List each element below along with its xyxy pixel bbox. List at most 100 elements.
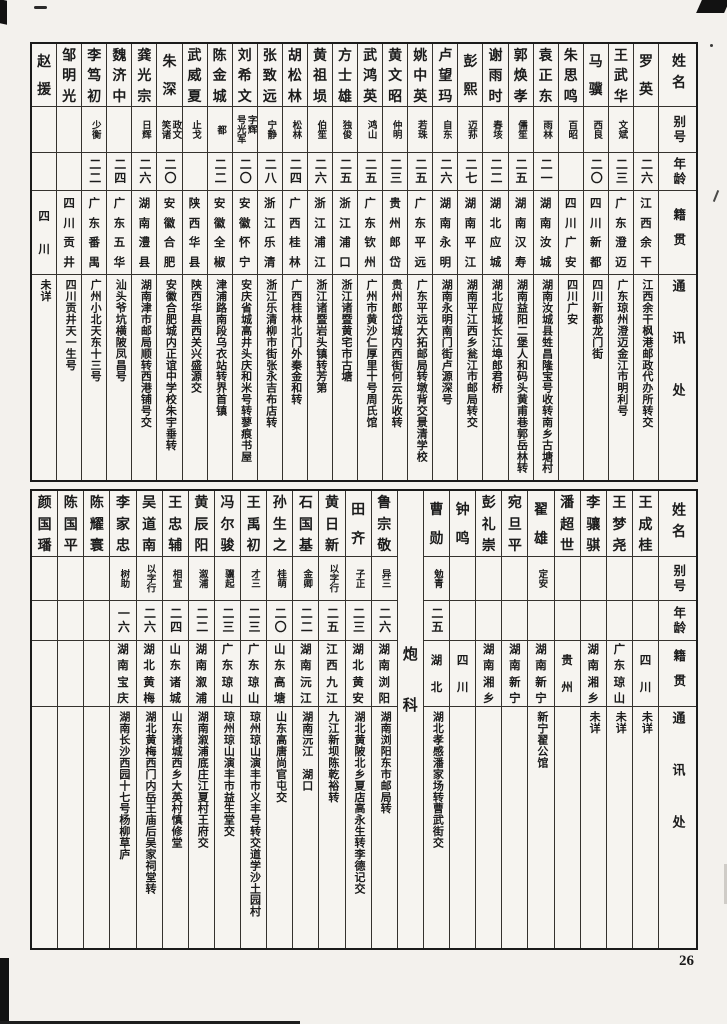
person-native-place-char: 寿	[514, 257, 527, 270]
person-alias-cell	[58, 557, 84, 601]
person-native-place-char: 四	[639, 655, 652, 667]
person-native-place: 湖南湘乡	[581, 641, 606, 706]
person-address: 湖南溆浦底庄江夏村王府交	[196, 711, 209, 849]
person-age: 二六	[438, 158, 453, 185]
column-header-alias: 别号	[671, 563, 686, 594]
person-native-place: 安徽全椒	[208, 191, 232, 274]
person-native-place: 安徽合肥	[157, 191, 181, 274]
person-address: 新宁翟公馆	[535, 711, 548, 769]
person-name-char: 之	[272, 538, 287, 554]
person-native-place: 湖南溆浦	[189, 641, 214, 706]
person-native-place-char: 江	[339, 217, 351, 230]
person-name-char: 骐	[586, 538, 601, 554]
person-native-place-cell: 四川	[632, 641, 658, 707]
person-alias-cell	[450, 557, 476, 601]
person-address: 湖南浏阳东市邮局转	[379, 711, 392, 814]
person-address-cell: 湖北黄陂北乡夏店高永生转李德记交	[346, 707, 371, 948]
person-address-cell: 湖北黄梅西门内岳王庙后吴家祠堂转	[137, 707, 162, 948]
person-native-place-cell: 贵州	[554, 641, 580, 707]
person-native-place-cell: 湖南溆浦	[188, 641, 214, 707]
person-age: 二六	[639, 158, 654, 185]
person-native-place-char: 浦	[314, 237, 326, 250]
person-native-place-char: 湖	[489, 197, 502, 210]
person-age-cell	[554, 601, 580, 641]
person-column: 颜国璠	[32, 491, 59, 948]
person-column: 鲁宗敬异三 二六湖南浏阳湖南浏阳东市邮局转	[371, 491, 398, 948]
header-cell: 籍贯	[659, 641, 696, 707]
person-column: 孙生之桂萌 二〇山东高塘山东高唐尚官屯交	[267, 491, 294, 948]
person-address-cell	[555, 707, 580, 948]
person-alias-cell: 勉青	[423, 557, 449, 601]
person-name: 陈金城	[208, 44, 232, 106]
person-native-place-char: 江	[314, 257, 326, 270]
person-native-place-char: 高	[273, 676, 286, 689]
person-native-place-cell: 浙江浦江	[307, 191, 332, 275]
person-name-char: 中	[413, 69, 428, 84]
person-column: 陈耀寰	[84, 491, 111, 948]
person-alias-cell: 子正	[345, 557, 371, 601]
person-native-place-char: 华	[113, 257, 126, 270]
person-address-cell: 安徽合肥城内正谊中学校朱宇垂转	[157, 275, 181, 480]
person-native-place-char: 东	[221, 660, 234, 673]
person-name-char: 吴	[142, 496, 157, 512]
person-native-place: 四川新都	[584, 191, 608, 274]
person-native-place-char: 徽	[213, 217, 226, 230]
person-name-cell: 魏济中	[107, 44, 132, 107]
person-native-place-char: 干	[640, 257, 652, 270]
person-name-char: 致	[262, 69, 277, 84]
header-cell: 姓名	[659, 491, 696, 557]
person-native-place-cell: 广东澄迈	[608, 191, 633, 275]
header-cell: 年龄	[659, 153, 696, 191]
person-name-char: 新	[324, 538, 339, 554]
person-native-place-char: 西	[326, 660, 338, 673]
person-native-place-char: 安	[352, 692, 364, 705]
person-native-place-cell: 山东诸城	[162, 641, 188, 707]
person-address: 湖南益阳二堡人和码头黄甫巷郭岳林转	[515, 279, 528, 474]
person-native-place: 山东高塘	[267, 641, 292, 706]
person-column: 曹勋勉青 二五湖北湖北孝感潘家场转曹武街交	[423, 491, 450, 948]
person-age-cell	[606, 601, 632, 641]
person-native-place: 湖南湘乡	[476, 641, 501, 706]
person-column: 黄祖埙伯笙 二六浙江浦江浙江诸暨岩头镇转芳第	[307, 44, 333, 480]
person-age: 二二	[213, 158, 228, 185]
person-native-place-char: 南	[539, 217, 552, 230]
person-name-char: 成	[638, 517, 653, 533]
person-name-cell: 陈国平	[58, 491, 84, 557]
person-native-place-char: 山	[273, 644, 286, 657]
person-age: 二三	[351, 607, 366, 634]
person-name-cell: 宛旦平	[502, 491, 528, 557]
person-address-cell: 湖南平江西乡瓮江市邮局转交	[458, 275, 482, 480]
person-age: 二六	[377, 607, 392, 634]
person-name-cell: 李笃初	[82, 44, 107, 107]
person-native-place-char: 西	[289, 217, 301, 230]
person-name-char: 骧	[586, 517, 601, 533]
person-name-char: 城	[212, 89, 227, 105]
person-name: 李笃初	[82, 44, 106, 106]
person-column: 田齐子正 二三湖北黄安湖北黄陂北乡夏店高永生转李德记交	[345, 491, 372, 948]
person-native-place-char: 东	[113, 217, 126, 230]
person-name: 李家忠	[110, 491, 135, 556]
person-age: 二二	[299, 607, 314, 634]
person-native-place: 湖南沅江	[293, 641, 318, 706]
person-name-cell: 潘超世	[554, 491, 580, 557]
person-column: 陈国平	[58, 491, 85, 948]
person-age-cell	[450, 601, 476, 641]
person-alias: 以字行	[144, 564, 155, 593]
person-alias: 止戈	[190, 120, 201, 139]
person-native-place-char: 广	[615, 197, 627, 210]
person-name-char: 郭	[513, 48, 528, 64]
person-native-place-char: 南	[138, 217, 151, 230]
person-age: 二二	[87, 158, 102, 185]
person-name-char: 王	[168, 496, 183, 512]
person-column: 魏济中二四广东五华汕头爷坑横陂凤昌号	[107, 44, 133, 480]
person-address: 广西桂林北门外秦金和转	[289, 279, 302, 405]
person-native-place-char: 东	[247, 660, 260, 673]
person-name: 王武华	[609, 44, 633, 106]
person-alias-cell: 骥起	[214, 557, 240, 601]
person-address-cell: 浙江诸暨岩头镇转芳第	[308, 275, 332, 480]
person-alias: 桂萌	[275, 569, 286, 588]
person-native-place-char: 川	[639, 682, 652, 694]
person-name-char: 英	[413, 89, 428, 105]
person-address: 津浦路南段乌衣站转界首镇	[214, 279, 227, 417]
